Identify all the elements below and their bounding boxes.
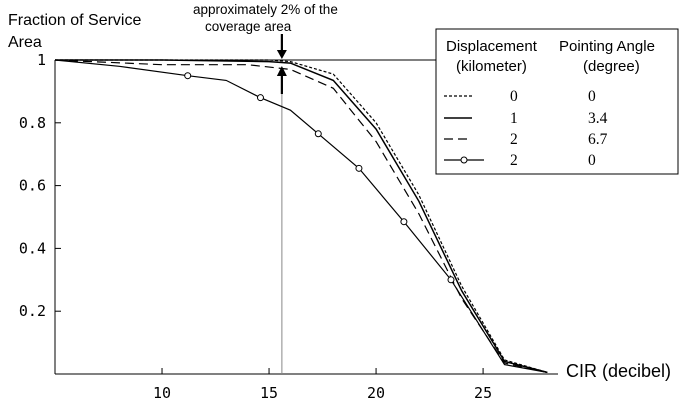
legend-header-angle: Pointing Angle: [559, 38, 655, 55]
legend-row-2-angle: 3.4: [588, 110, 608, 127]
series-line-2: [55, 59, 548, 374]
y-tick-label: 0.8: [19, 114, 46, 132]
down-arrow-icon: [276, 50, 287, 59]
legend: Displacement (kilometer) Pointing Angle …: [435, 28, 679, 175]
y-axis-title-line2: Area: [8, 34, 42, 51]
x-tick-label: 25: [474, 384, 492, 402]
y-axis-title-line1: Fraction of Service: [8, 12, 141, 29]
legend-row-4-angle: 0: [588, 152, 596, 169]
legend-row-1-displacement: 0: [510, 88, 518, 105]
legend-header-km: (kilometer): [456, 58, 527, 75]
series-4-marker: [256, 94, 264, 102]
y-tick-label: 0.6: [19, 177, 46, 195]
series-line-1: [55, 59, 548, 373]
series-line-4: [54, 59, 548, 373]
y-tick-label: 0.4: [19, 239, 46, 257]
annotation-lines: [276, 34, 287, 374]
legend-row-3-displacement: 2: [510, 131, 518, 148]
legend-box: [435, 28, 679, 175]
series-4-marker: [355, 164, 363, 172]
annotation-line2: coverage area: [205, 19, 292, 34]
annotation-line1: approximately 2% of the: [193, 2, 338, 17]
legend-row-2: 1 3.4: [444, 110, 608, 127]
legend-row-1: 0 0: [444, 88, 596, 105]
legend-header-displacement: Displacement: [446, 38, 538, 55]
series-4-marker: [400, 218, 408, 226]
up-arrow-icon: [276, 66, 287, 76]
y-tick-label: 1: [37, 51, 46, 69]
y-tick-label: 0.2: [19, 302, 46, 320]
series-4-marker: [184, 72, 192, 80]
x-tick-label: 20: [367, 384, 385, 402]
legend-circle-marker: [460, 156, 468, 164]
legend-row-3: 2 6.7: [444, 131, 608, 148]
legend-row-4: 2 0: [444, 152, 596, 169]
legend-row-4-displacement: 2: [510, 152, 518, 169]
x-tick-label: 10: [153, 384, 171, 402]
ticks: 10 15 20 25 1 0.8 0.6 0.4 0.2: [19, 51, 492, 402]
x-axis-title: CIR (decibel): [566, 361, 671, 381]
series-group: [54, 59, 548, 374]
legend-row-2-displacement: 1: [510, 110, 518, 127]
series-4-marker: [314, 130, 322, 138]
legend-row-1-angle: 0: [588, 88, 596, 105]
legend-header-degree: (degree): [583, 58, 640, 75]
legend-row-3-angle: 6.7: [588, 131, 608, 148]
series-4-marker: [447, 276, 455, 284]
x-tick-label: 15: [260, 384, 278, 402]
